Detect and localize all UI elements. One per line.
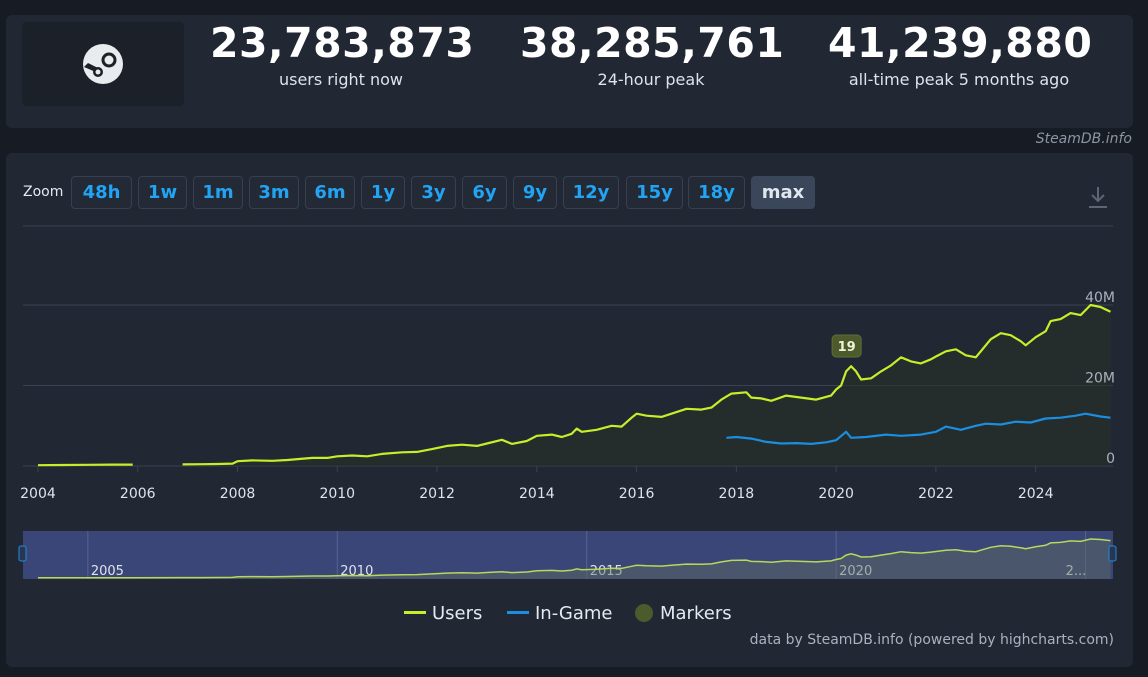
x-tick-label: 2024	[1018, 486, 1054, 502]
marker-flag[interactable]	[831, 334, 862, 358]
navigator-tick-label: 2020	[839, 564, 872, 579]
zoom-button-48h[interactable]: 48h	[71, 176, 132, 209]
x-tick-label: 2014	[519, 486, 555, 502]
x-tick-label: 2008	[220, 486, 256, 502]
legend-markers-label: Markers	[660, 602, 732, 624]
legend-users-label: Users	[432, 602, 483, 624]
zoom-label: Zoom	[23, 184, 64, 200]
ingame-series-line[interactable]	[726, 412, 1111, 445]
users-series-line[interactable]	[182, 303, 1111, 466]
chart-credit[interactable]: data by SteamDB.info (powered by highcha…	[749, 632, 1114, 648]
navigator-area	[38, 539, 1111, 579]
stat-value: 38,285,761	[520, 19, 785, 67]
stat-users-now: 23,783,873 users right now	[210, 18, 475, 90]
navigator-line	[38, 538, 1111, 579]
y-tick-label: 20M	[1085, 371, 1115, 387]
stat-label: 24-hour peak	[597, 70, 705, 89]
x-tick-label: 2004	[20, 486, 56, 502]
zoom-button-1y[interactable]: 1y	[361, 176, 405, 209]
x-tick-label: 2020	[818, 486, 854, 502]
stat-value: 41,239,880	[828, 19, 1093, 67]
steam-logo-box	[22, 22, 184, 106]
x-tick-label: 2012	[419, 486, 455, 502]
zoom-button-3m[interactable]: 3m	[249, 176, 299, 209]
steamdb-credit[interactable]: SteamDB.info	[1035, 131, 1132, 147]
markers-legend-dot-icon	[635, 604, 653, 622]
x-tick-label: 2010	[319, 486, 355, 502]
zoom-button-max[interactable]: max	[751, 176, 815, 209]
x-tick-label: 2018	[719, 486, 755, 502]
zoom-button-1m[interactable]: 1m	[193, 176, 243, 209]
zoom-button-6m[interactable]: 6m	[305, 176, 355, 209]
stat-value: 23,783,873	[210, 19, 475, 67]
users-series-line[interactable]	[37, 463, 133, 467]
stat-24h-peak: 38,285,761 24-hour peak	[520, 18, 785, 90]
x-tick-label: 2016	[619, 486, 655, 502]
y-tick-label: 0	[1106, 451, 1115, 467]
steam-logo-icon	[83, 44, 123, 84]
x-tick-label: 2006	[120, 486, 156, 502]
navigator-left-handle[interactable]	[18, 545, 27, 562]
zoom-button-3y[interactable]: 3y	[411, 176, 456, 209]
zoom-button-6y[interactable]: 6y	[462, 176, 507, 209]
users-legend-line-icon	[404, 611, 426, 614]
legend-users[interactable]: Users	[404, 601, 482, 625]
marker-label: 19	[838, 340, 856, 355]
legend-ingame-label: In-Game	[535, 602, 613, 624]
stat-label: all-time peak 5 months ago	[848, 70, 1070, 89]
users-area-fill	[182, 305, 1111, 466]
stats-panel	[6, 15, 1133, 128]
navigator-right-handle[interactable]	[1108, 545, 1117, 562]
legend-markers[interactable]: Markers	[634, 601, 732, 625]
legend-ingame[interactable]: In-Game	[507, 601, 612, 625]
zoom-button-9y[interactable]: 9y	[513, 176, 557, 209]
zoom-button-1w[interactable]: 1w	[138, 176, 187, 209]
y-tick-label: 40M	[1085, 290, 1115, 306]
zoom-button-18y[interactable]: 18y	[688, 176, 745, 209]
x-tick-label: 2022	[918, 486, 954, 502]
navigator-tick-label: 2...	[1066, 564, 1087, 579]
download-icon[interactable]	[1085, 184, 1111, 210]
stat-label: users right now	[278, 70, 403, 89]
navigator-tick-label: 2005	[91, 564, 124, 579]
zoom-button-15y[interactable]: 15y	[626, 176, 683, 209]
ingame-legend-line-icon	[507, 611, 529, 614]
zoom-button-12y[interactable]: 12y	[563, 176, 619, 209]
stat-all-time-peak: 41,239,880 all-time peak 5 months ago	[828, 18, 1093, 90]
